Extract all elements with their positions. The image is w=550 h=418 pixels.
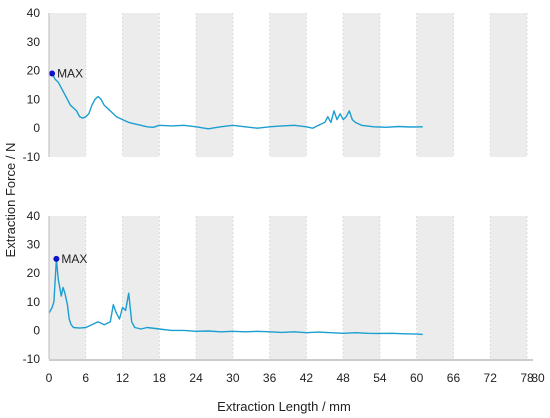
x-tick-label: 30 xyxy=(226,371,240,385)
grid-band xyxy=(490,13,527,157)
panel-1: -10 0 10 20 30 40 MAX xyxy=(23,6,528,164)
x-tick-label: 6 xyxy=(82,371,89,385)
y-tick-label: 30 xyxy=(27,238,41,252)
panel-2: -10 0 10 20 30 40 MAX xyxy=(23,209,528,366)
grid-band xyxy=(49,13,86,157)
max-marker xyxy=(53,255,60,262)
x-tick-label: 18 xyxy=(153,371,167,385)
x-tick-label: 78 xyxy=(520,371,534,385)
y-tick-label: 20 xyxy=(27,64,41,78)
grid-band xyxy=(196,13,233,157)
y-tick-label: 30 xyxy=(27,35,41,49)
y-tick-label: 0 xyxy=(33,323,40,337)
grid-band xyxy=(416,216,454,359)
force-curve-2 xyxy=(48,258,423,336)
y-tick-label: 40 xyxy=(27,6,41,20)
x-tick-label: 72 xyxy=(484,371,498,385)
y-tick-label: 0 xyxy=(33,121,40,135)
y-tick-label: 10 xyxy=(27,92,41,106)
x-axis-title: Extraction Length / mm xyxy=(217,399,351,414)
grid-band xyxy=(122,13,160,157)
y-tick-label: -10 xyxy=(23,150,41,164)
grid-band xyxy=(343,216,380,359)
grid-band xyxy=(196,216,233,359)
max-label: MAX xyxy=(57,66,83,80)
x-tick-label: 12 xyxy=(116,371,130,385)
x-tick-label: 36 xyxy=(263,371,277,385)
y-tick-label: -10 xyxy=(23,352,41,366)
grid-band xyxy=(490,216,527,359)
x-tick-label: 80 xyxy=(531,371,545,385)
y-tick-label: 40 xyxy=(27,209,41,223)
y-axis-title: Extraction Force / N xyxy=(3,143,18,258)
max-label: MAX xyxy=(61,252,87,266)
x-tick-label: 42 xyxy=(300,371,314,385)
x-tick-label: 0 xyxy=(46,371,53,385)
grid-band xyxy=(269,13,307,157)
force-curve-1 xyxy=(51,73,423,130)
y-tick-label: 20 xyxy=(27,266,41,280)
x-tick-label: 60 xyxy=(410,371,424,385)
grid-band xyxy=(122,216,160,359)
grid-band xyxy=(269,216,307,359)
y-tick-label: 10 xyxy=(27,295,41,309)
grid-band xyxy=(343,13,380,157)
x-tick-label: 24 xyxy=(189,371,203,385)
x-tick-label: 66 xyxy=(447,371,461,385)
max-marker xyxy=(49,70,56,77)
grid-band xyxy=(416,13,454,157)
x-tick-label: 54 xyxy=(373,371,387,385)
x-tick-label: 48 xyxy=(336,371,350,385)
